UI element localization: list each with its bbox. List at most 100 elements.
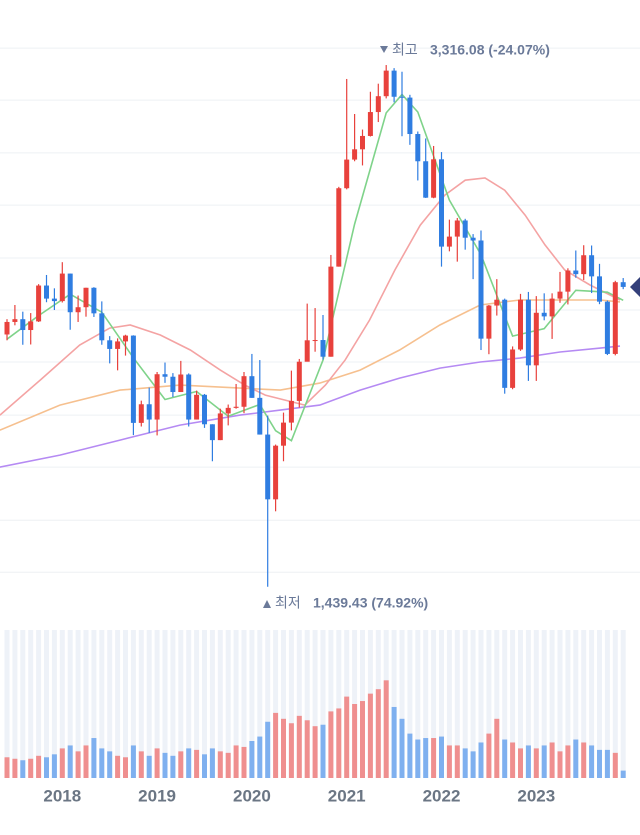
volume-stripe [462,630,468,778]
volume-bar [518,748,523,778]
volume-bar [399,718,405,778]
low-annotation: 최저 1,439.43 (74.92%) [263,595,428,611]
volume-bar [36,755,42,778]
volume-bar [304,720,310,778]
volume-stripe [162,630,168,778]
volume-stripe [604,630,610,778]
volume-stripe [525,630,531,778]
volume-stripe [209,630,215,778]
moving-average-line [6,93,624,442]
volume-bar [154,748,160,778]
volume-bar [12,758,18,778]
annotation-label: 최고 [392,42,418,58]
volume-stripe [225,630,231,778]
up-triangle [263,600,271,608]
volume-bar [83,745,89,778]
candle-body [533,312,539,366]
volume-stripe [75,630,81,778]
candle-body [423,161,429,198]
volume-stripe [273,630,279,778]
volume-bar [91,738,97,778]
volume-bar [597,749,602,778]
volume-bar [162,752,168,778]
volume-bar [241,746,247,778]
volume-bar [439,736,444,778]
candle-body [99,313,105,341]
candle-body [573,270,579,275]
volume-stripe [391,630,397,778]
candle-body [296,361,302,401]
volume-stripe [415,630,421,778]
volume-stripe [320,630,326,778]
candle-body [415,134,421,162]
volume-stripe [494,630,500,778]
volume-stripe [478,630,484,778]
volume-bar [525,745,531,778]
volume-bar [478,742,484,778]
volume-bar [115,755,121,778]
volume-bar [75,751,81,778]
volume-stripe [257,630,263,778]
candle-body [557,291,563,299]
candle-body [462,220,468,238]
volume-bar [51,754,57,778]
candle-body [375,96,381,113]
volume-bar [273,712,279,778]
candle-body [549,298,555,317]
volume-bar [541,745,547,778]
volume-bar [557,751,563,778]
volume-bar [565,745,571,778]
volume-bar [178,751,184,778]
volume-bar [44,757,49,778]
volume-bar [202,754,207,778]
candle-body [502,299,508,388]
candle-body [391,70,397,97]
volume-stripe [557,630,563,778]
volume-bar [265,721,271,778]
candle-body [217,413,223,441]
volume-stripe [12,630,18,778]
candle-body [525,299,531,366]
volume-stripe [138,630,144,778]
candle-body [51,298,57,302]
candles [4,65,626,587]
candle-body [439,159,444,247]
x-tick-label: 2018 [43,786,81,805]
volume-bar [486,733,492,778]
volume-bar [510,742,516,778]
volume-bar [383,680,389,778]
volume-stripe [83,630,89,778]
candle-body [4,321,10,335]
volume-stripe [612,630,618,778]
candle-body [399,96,405,98]
volume-stripe [51,630,57,778]
volume-bar [462,748,468,778]
candle-body [20,319,26,331]
candle-body [360,135,365,150]
candle-body [510,349,516,388]
volume-stripe [107,630,113,778]
volume-stripe [407,630,413,778]
volume-stripe [518,630,523,778]
volume-stripe [20,630,26,778]
volume-bar [549,742,555,778]
volume-bar [494,718,500,778]
candle-body [83,287,89,308]
volume-bar [138,751,144,778]
candle-body [407,97,413,135]
candle-body [367,112,373,136]
candle-body [146,404,152,420]
volume-bar [352,704,358,778]
volume-bar [320,724,326,778]
volume-bar [604,749,610,778]
volume-bar [360,701,365,778]
x-tick-label: 2020 [233,786,271,805]
volume-stripe [423,630,429,778]
candle-body [304,340,310,362]
volume-bar [446,745,452,778]
volume-stripe [67,630,73,778]
x-axis: 2018 2019 2020 2021 2022 2023 [43,786,555,805]
candle-body [44,285,49,299]
volume-bar [328,711,334,778]
